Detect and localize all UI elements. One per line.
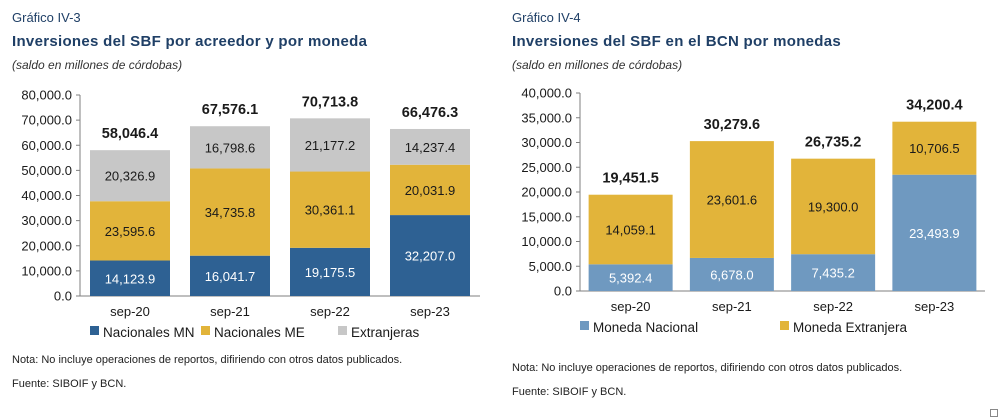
data-label: 19,175.5 — [305, 265, 356, 280]
figure-label: Gráfico IV-3 — [12, 10, 81, 25]
y-tick-label: 35,000.0 — [521, 110, 572, 125]
bar-segment — [90, 150, 170, 202]
y-tick-label: 50,000.0 — [21, 163, 72, 178]
data-label: 6,678.0 — [710, 267, 753, 282]
y-tick-label: 20,000.0 — [21, 238, 72, 253]
bar-segment — [588, 264, 673, 291]
bar-segment — [892, 174, 977, 291]
legend-label: Nacionales ME — [214, 325, 305, 340]
y-tick-label: 25,000.0 — [521, 160, 572, 175]
figure-source: Fuente: SIBOIF y BCN. — [512, 386, 627, 398]
bar-segment — [90, 201, 170, 261]
bar-segment — [390, 164, 470, 216]
bar-segment — [791, 158, 876, 255]
total-label: 67,576.1 — [202, 102, 258, 118]
data-label: 16,041.7 — [205, 269, 256, 284]
data-label: 20,326.9 — [105, 169, 156, 184]
y-tick-label: 10,000.0 — [521, 234, 572, 249]
y-tick-label: 80,000.0 — [21, 88, 72, 103]
data-label: 5,392.4 — [609, 271, 652, 286]
y-tick-label: 40,000.0 — [521, 86, 572, 101]
y-tick-label: 15,000.0 — [521, 209, 572, 224]
y-tick-label: 70,000.0 — [21, 113, 72, 128]
bar-segment — [791, 254, 876, 291]
y-tick-label: 30,000.0 — [521, 135, 572, 150]
figure-note: Nota: No incluye operaciones de reportos… — [12, 354, 403, 366]
y-tick-label: 20,000.0 — [521, 185, 572, 200]
bar-segment — [190, 255, 270, 296]
total-label: 34,200.4 — [906, 98, 962, 114]
data-label: 34,735.8 — [205, 205, 256, 220]
figure-subtitle: (saldo en millones de córdobas) — [512, 58, 683, 72]
bar-segment — [588, 194, 673, 265]
bar-segment — [190, 126, 270, 169]
legend-label: Moneda Extranjera — [793, 320, 908, 335]
data-label: 14,123.9 — [105, 271, 156, 286]
legend-label: Extranjeras — [351, 325, 420, 340]
x-tick-label: sep-22 — [813, 299, 853, 314]
x-tick-label: sep-22 — [310, 304, 350, 319]
legend-swatch — [90, 326, 99, 335]
y-tick-label: 10,000.0 — [21, 263, 72, 278]
figure-title: Inversiones del SBF por acreedor y por m… — [12, 33, 368, 50]
bar-segment — [290, 118, 370, 172]
stacked-bar-chart: 0.0 10,000.0 20,000.0 30,000.0 40,000.0 50,00… — [21, 88, 480, 340]
chart-panel-right: Gráfico IV-4 Inversiones del SBF en el B… — [500, 0, 1000, 420]
bar-segment — [190, 168, 270, 256]
data-label: 7,435.2 — [811, 266, 854, 281]
legend-swatch — [580, 321, 589, 330]
y-tick-label: 60,000.0 — [21, 138, 72, 153]
x-tick-label: sep-21 — [712, 299, 752, 314]
chart-panel-left: Gráfico IV-3 Inversiones del SBF por acr… — [0, 0, 490, 420]
total-label: 19,451.5 — [602, 171, 658, 187]
data-label: 21,177.2 — [305, 138, 356, 153]
data-label: 14,059.1 — [605, 223, 656, 238]
total-label: 26,735.2 — [805, 135, 861, 151]
total-label: 70,713.8 — [302, 94, 358, 110]
x-tick-label: sep-21 — [210, 304, 250, 319]
bar-segment — [390, 128, 470, 165]
figure-subtitle: (saldo en millones de córdobas) — [12, 58, 183, 72]
bar-segment — [390, 215, 470, 296]
x-tick-label: sep-23 — [410, 304, 450, 319]
data-label: 23,601.6 — [707, 193, 758, 208]
x-tick-label: sep-20 — [611, 299, 651, 314]
bar-segment — [689, 257, 774, 291]
data-label: 19,300.0 — [808, 199, 859, 214]
bar-segment — [689, 141, 774, 258]
y-tick-label: 5,000.0 — [529, 259, 572, 274]
data-label: 16,798.6 — [205, 140, 256, 155]
data-label: 14,237.4 — [405, 140, 456, 155]
total-label: 58,046.4 — [102, 126, 158, 142]
data-label: 32,207.0 — [405, 249, 456, 264]
data-label: 23,595.6 — [105, 224, 156, 239]
figure-label: Gráfico IV-4 — [512, 10, 581, 25]
legend-swatch — [201, 326, 210, 335]
data-label: 23,493.9 — [909, 226, 960, 241]
bar-segment — [290, 171, 370, 248]
x-tick-label: sep-20 — [110, 304, 150, 319]
x-tick-label: sep-23 — [915, 299, 955, 314]
figure-title: Inversiones del SBF en el BCN por moneda… — [512, 33, 842, 50]
corner-mark — [990, 409, 998, 417]
y-tick-label: 0.0 — [54, 289, 72, 304]
bar-segment — [90, 260, 170, 296]
y-tick-label: 30,000.0 — [21, 213, 72, 228]
figure-source: Fuente: SIBOIF y BCN. — [12, 378, 127, 390]
bar-segment — [290, 247, 370, 296]
data-label: 10,706.5 — [909, 141, 960, 156]
legend-swatch — [338, 326, 347, 335]
stacked-bar-chart: 0.0 5,000.0 10,000.0 15,000.0 20,000.0 25,000… — [521, 86, 985, 335]
legend-swatch — [780, 321, 789, 330]
y-tick-label: 0.0 — [554, 284, 572, 299]
y-tick-label: 40,000.0 — [21, 188, 72, 203]
total-label: 66,476.3 — [402, 105, 458, 121]
data-label: 30,361.1 — [305, 203, 356, 218]
figure-note: Nota: No incluye operaciones de reportos… — [512, 362, 903, 374]
bar-segment — [892, 121, 977, 175]
legend-label: Moneda Nacional — [593, 320, 698, 335]
data-label: 20,031.9 — [405, 183, 456, 198]
legend-label: Nacionales MN — [103, 325, 195, 340]
total-label: 30,279.6 — [704, 117, 760, 133]
